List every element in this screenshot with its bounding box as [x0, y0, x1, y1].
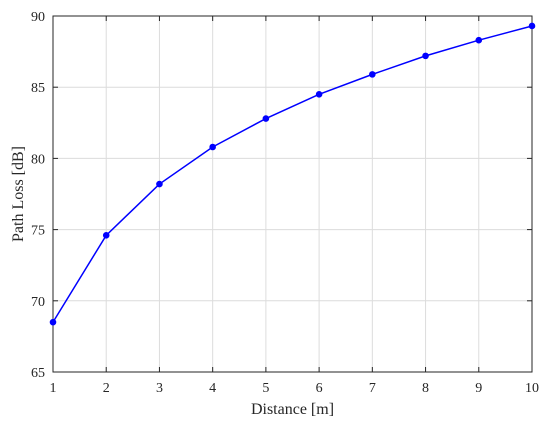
y-axis-label: Path Loss [dB]: [10, 146, 27, 242]
y-tick-label: 65: [31, 366, 45, 381]
data-series: [49, 22, 536, 326]
x-axis-label: Distance [m]: [251, 401, 334, 418]
x-tick-label: 3: [156, 381, 163, 396]
y-tick-label: 90: [31, 10, 45, 25]
data-point: [369, 71, 376, 78]
data-point: [315, 91, 323, 98]
data-point: [102, 231, 110, 239]
data-point: [262, 115, 270, 122]
data-point: [422, 52, 429, 60]
x-tick-label: 6: [316, 381, 323, 396]
y-tick-label: 75: [31, 224, 45, 239]
y-tick-label: 70: [31, 295, 45, 310]
data-point: [49, 318, 57, 326]
y-tick-label: 85: [31, 81, 45, 96]
data-point: [156, 180, 163, 188]
plot-area-frame: [52, 15, 533, 373]
x-tick-label: 9: [475, 381, 482, 396]
x-tick-label: 2: [103, 381, 110, 396]
grid-lines: [53, 16, 532, 372]
data-point: [528, 22, 536, 30]
x-tick-label: 5: [262, 381, 269, 396]
x-tick-label: 7: [369, 381, 376, 396]
data-point: [209, 143, 216, 151]
x-tick-label: 1: [50, 381, 57, 396]
x-tick-label: 4: [209, 381, 216, 396]
data-point: [475, 36, 483, 44]
y-tick-label: 80: [31, 152, 45, 167]
series-line: [52, 25, 533, 323]
axis-ticks: 1 2 3 4 5 6 7 8 9 10 65 70 75 80 85 90: [31, 10, 539, 396]
x-tick-label: 8: [422, 381, 429, 396]
x-tick-label: 10: [525, 381, 539, 396]
